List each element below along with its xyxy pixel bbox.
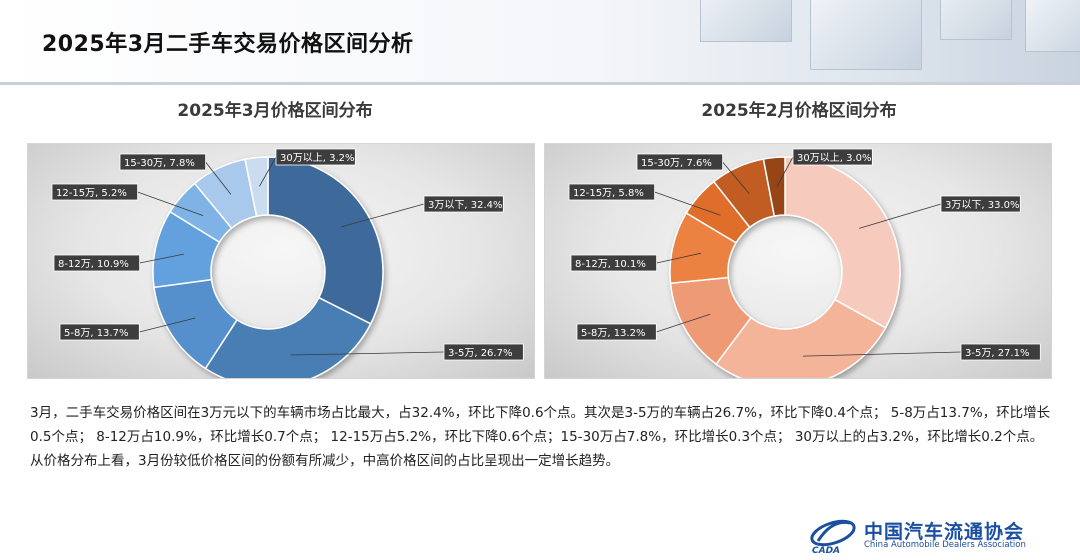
- data-label-box: [51, 183, 138, 201]
- data-label-box: [59, 323, 140, 341]
- leader-line: [859, 203, 942, 229]
- data-label: 12-15万, 5.2%: [56, 188, 127, 199]
- data-label: 12-15万, 5.8%: [573, 188, 644, 199]
- analysis-text: 3月，二手车交易价格区间在3万元以下的车辆市场占比最大，占32.4%，环比下降0…: [30, 401, 1055, 473]
- logo-name-cn: 中国汽车流通协会: [864, 521, 1025, 543]
- leader-line: [654, 191, 721, 216]
- donut-slice: [784, 156, 901, 329]
- data-label-box: [940, 195, 1021, 213]
- leader-line: [139, 253, 184, 264]
- data-label: 3万以下, 33.0%: [945, 200, 1020, 211]
- donut-slice: [267, 156, 384, 325]
- leader-line: [137, 191, 204, 216]
- data-label: 3-5万, 27.1%: [965, 348, 1029, 359]
- leader-line: [776, 156, 794, 187]
- data-label-box: [53, 254, 140, 272]
- header-banner: 2025年3月二手车交易价格区间分析: [0, 0, 1080, 82]
- analysis-paragraph-1: 3月，二手车交易价格区间在3万元以下的车辆市场占比最大，占32.4%，环比下降0…: [30, 405, 1051, 445]
- donut-slice: [715, 298, 887, 378]
- leader-line: [139, 317, 196, 333]
- cada-logo: CADA 中国汽车流通协会 China Automobile Dealers A…: [806, 515, 1066, 555]
- leader-line: [259, 156, 277, 187]
- leader-line: [656, 252, 702, 264]
- data-label: 8-12万, 10.1%: [575, 259, 646, 270]
- data-label-box: [423, 195, 504, 213]
- data-label-box: [636, 153, 723, 171]
- data-label-box: [119, 153, 206, 171]
- donut-chart-march: 3万以下, 32.4% 3-5万, 26.7% 5-8万, 13.7% 8-12万, …: [51, 148, 524, 378]
- leader-line: [722, 161, 750, 195]
- leader-line: [341, 203, 425, 228]
- leader-line: [205, 161, 232, 195]
- chart-title-march: 2025年3月价格区间分布: [177, 101, 373, 121]
- chart-panel-march: 3万以下, 32.4% 3-5万, 26.7% 5-8万, 13.7% 8-12万, …: [27, 143, 535, 379]
- donut-chart-february: 3万以下, 33.0% 3-5万, 27.1% 5-8万, 13.2% 8-12万, …: [568, 148, 1041, 378]
- data-label: 30万以上, 3.0%: [797, 152, 872, 164]
- analysis-paragraph-2: 从价格分布上看，3月份较低价格区间的份额有所减少，中高价格区间的占比呈现出一定增…: [30, 453, 620, 469]
- page-title: 2025年3月二手车交易价格区间分析: [42, 32, 414, 57]
- logo-name-en: China Automobile Dealers Association: [864, 540, 1026, 550]
- donut-slice: [204, 296, 372, 378]
- header-decoration: [660, 0, 1080, 82]
- data-label: 5-8万, 13.2%: [581, 328, 645, 339]
- data-label: 15-30万, 7.8%: [124, 158, 195, 169]
- leader-line: [290, 351, 445, 356]
- data-label: 8-12万, 10.9%: [58, 259, 129, 270]
- data-label-box: [792, 148, 873, 166]
- data-label-box: [568, 183, 655, 201]
- header-divider: [0, 82, 1080, 85]
- data-label: 5-8万, 13.7%: [64, 328, 128, 339]
- chart-title-february: 2025年2月价格区间分布: [701, 101, 897, 121]
- donut-slice: [244, 156, 269, 218]
- data-label-box: [576, 323, 657, 341]
- data-label-box: [960, 343, 1041, 361]
- cada-logo-mark: CADA: [812, 546, 840, 555]
- data-label: 3万以下, 32.4%: [428, 200, 503, 211]
- cada-logo-icon: CADA: [810, 519, 856, 555]
- data-label-box: [443, 343, 524, 361]
- data-label-box: [275, 148, 356, 166]
- data-label: 15-30万, 7.6%: [641, 158, 712, 169]
- data-label: 30万以上, 3.2%: [280, 152, 355, 164]
- donut-slice: [762, 156, 786, 217]
- chart-panel-february: 3万以下, 33.0% 3-5万, 27.1% 5-8万, 13.2% 8-12万, …: [544, 143, 1052, 379]
- leader-line: [802, 351, 962, 357]
- data-label-box: [570, 254, 657, 272]
- data-label: 3-5万, 26.7%: [448, 348, 512, 359]
- leader-line: [656, 313, 711, 333]
